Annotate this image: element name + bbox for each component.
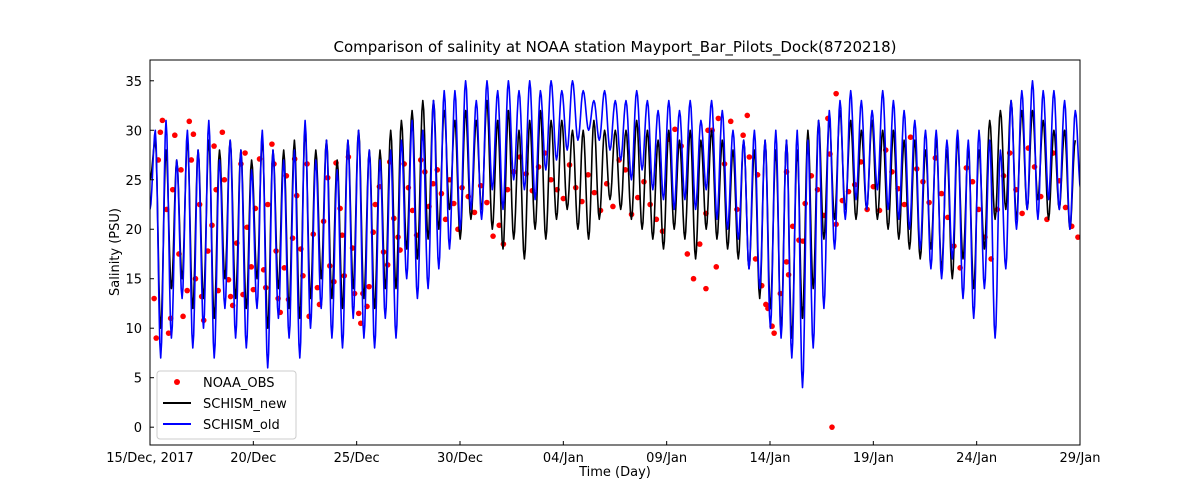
obs-point: [451, 200, 457, 207]
obs-point: [907, 134, 914, 140]
obs-point: [442, 216, 449, 223]
x-axis-label: Time (Day): [578, 465, 651, 480]
obs-point: [221, 176, 228, 183]
x-tick-label: 29/Jan: [1060, 451, 1101, 466]
obs-point: [763, 301, 769, 308]
obs-point: [560, 195, 567, 202]
obs-point: [833, 90, 839, 97]
obs-point: [829, 424, 835, 430]
legend-box: [156, 370, 297, 440]
obs-point: [610, 203, 616, 210]
obs-point: [165, 330, 172, 336]
y-tick-label: 30: [125, 124, 142, 139]
x-axis: 15/Dec, 2017 20/Dec 25/Dec 30/Dec 04/Jan 09/J…: [106, 441, 1100, 466]
obs-point: [188, 157, 195, 163]
obs-point: [703, 285, 709, 292]
obs-point: [901, 201, 908, 208]
legend: NOAA_OBS SCHISM_new SCHISM_old: [156, 370, 297, 440]
obs-point: [969, 178, 976, 185]
x-tick-label: 30/Dec: [437, 451, 483, 466]
obs-point: [684, 251, 691, 257]
y-tick-label: 35: [125, 75, 142, 90]
obs-point: [591, 189, 598, 196]
obs-point: [159, 117, 166, 124]
obs-point: [744, 112, 751, 119]
obs-point: [634, 194, 641, 201]
obs-point: [184, 287, 190, 294]
obs-point: [250, 286, 257, 293]
obs-point: [172, 132, 178, 139]
obs-point: [585, 172, 591, 178]
y-tick-label: 5: [134, 372, 142, 387]
obs-point: [713, 264, 720, 270]
obs-point: [938, 190, 945, 197]
legend-label-schism-old: SCHISM_old: [203, 418, 280, 433]
x-tick-label: 25/Dec: [334, 451, 380, 466]
y-tick-label: 15: [125, 273, 142, 288]
obs-point: [372, 201, 379, 208]
x-tick-label: 20/Dec: [230, 451, 276, 466]
obs-point: [242, 150, 248, 156]
obs-point: [281, 265, 288, 271]
obs-point: [339, 232, 346, 238]
obs-point: [727, 118, 734, 125]
obs-point: [484, 199, 490, 206]
legend-label-schism-new: SCHISM_new: [203, 397, 287, 412]
obs-point: [746, 154, 753, 160]
obs-point: [771, 330, 777, 336]
x-tick-label: 14/Jan: [750, 451, 791, 466]
obs-point: [409, 207, 416, 214]
obs-point: [227, 293, 234, 300]
obs-point: [314, 284, 321, 291]
plot-area: [150, 80, 1080, 430]
obs-point: [752, 256, 759, 262]
obs-point: [219, 129, 226, 136]
obs-point: [496, 222, 503, 229]
obs-point: [490, 233, 496, 239]
obs-point: [190, 131, 197, 138]
x-tick-label: 24/Jan: [956, 451, 997, 466]
obs-point: [157, 129, 164, 136]
y-tick-label: 10: [125, 322, 142, 337]
obs-point: [690, 275, 697, 282]
x-tick-label: 09/Jan: [646, 451, 687, 466]
series-schism-old-line: [150, 80, 1080, 389]
chart-title: Comparison of salinity at NOAA station M…: [333, 38, 896, 57]
obs-point: [672, 126, 678, 133]
obs-point: [211, 143, 217, 149]
obs-point: [366, 283, 372, 290]
legend-marker-noaa-obs: [174, 379, 180, 385]
obs-point: [740, 132, 746, 139]
y-tick-label: 25: [125, 174, 142, 189]
obs-point: [248, 264, 255, 270]
obs-point: [269, 141, 275, 147]
axes-frame: [149, 59, 1081, 446]
obs-point: [548, 176, 554, 183]
obs-point: [355, 310, 362, 317]
obs-point: [510, 169, 517, 175]
y-axis-label: Salinity (PSU): [108, 208, 123, 296]
y-tick-label: 20: [125, 223, 142, 238]
x-tick-label: 15/Dec, 2017: [106, 451, 193, 466]
obs-point: [1075, 234, 1080, 240]
x-tick-label: 04/Jan: [543, 451, 584, 466]
x-tick-label: 19/Jan: [853, 451, 894, 466]
obs-point: [178, 167, 184, 173]
y-axis: 0 5 10 15 20 25 30 35: [125, 75, 154, 436]
obs-point: [696, 241, 703, 247]
obs-point: [169, 186, 176, 193]
obs-point: [1019, 210, 1025, 217]
obs-point: [1062, 204, 1069, 211]
obs-point: [180, 313, 186, 320]
obs-point: [471, 209, 478, 216]
legend-label-noaa-obs: NOAA_OBS: [203, 376, 275, 391]
obs-point: [151, 295, 157, 302]
obs-point: [153, 335, 159, 341]
obs-point: [715, 115, 722, 122]
obs-point: [265, 201, 271, 208]
obs-point: [783, 259, 790, 265]
y-tick-label: 0: [134, 421, 142, 436]
obs-point: [186, 118, 193, 125]
